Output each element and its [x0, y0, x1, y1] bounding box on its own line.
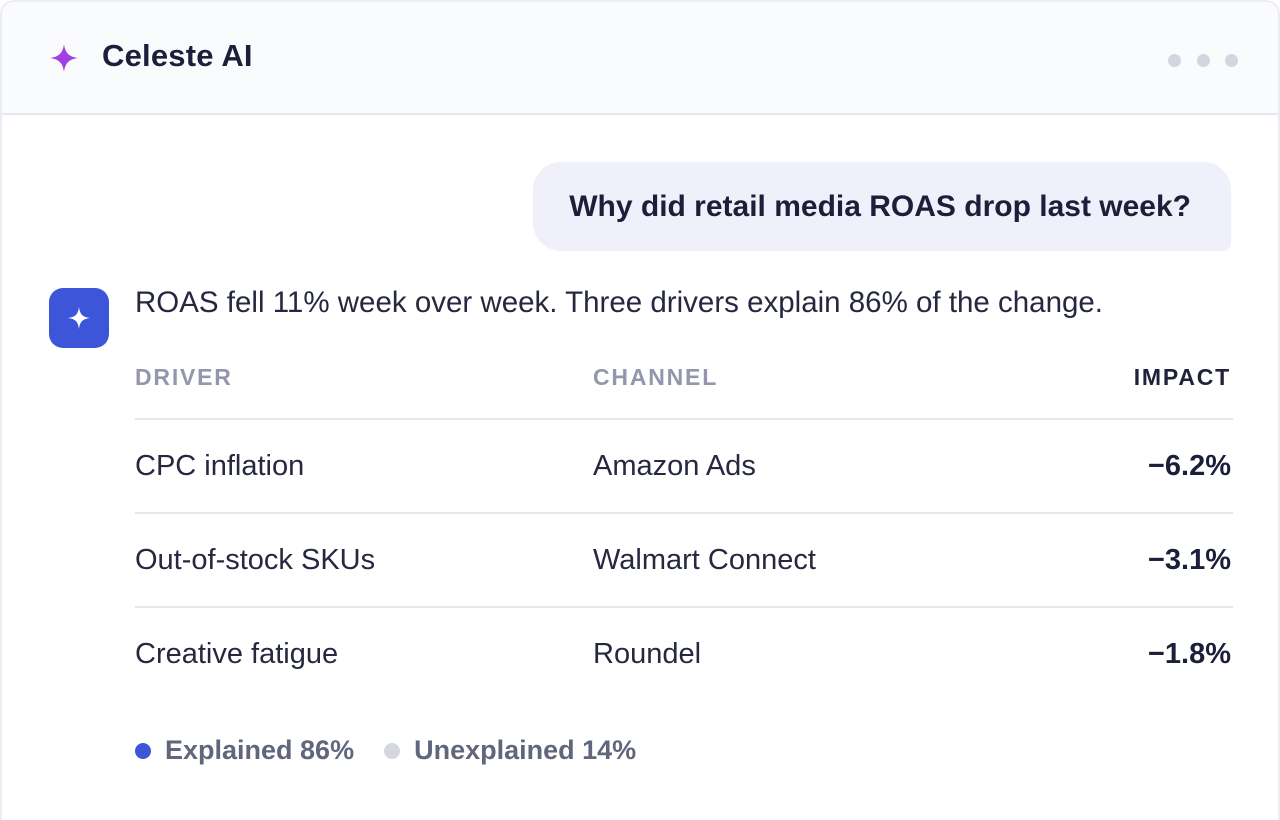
column-header-channel: CHANNEL: [593, 364, 719, 390]
table-row: Out-of-stock SKUs Walmart Connect −3.1%: [135, 514, 1233, 608]
more-dot-icon: [1168, 53, 1181, 67]
assistant-avatar: [49, 288, 109, 348]
user-message-bubble: Why did retail media ROAS drop last week…: [533, 162, 1231, 251]
legend-item-unexplained: Unexplained 14%: [384, 735, 636, 766]
table-row: Creative fatigue Roundel −1.8%: [135, 608, 1233, 702]
impact-cell: −3.1%: [1147, 544, 1231, 576]
more-dot-icon: [1196, 53, 1210, 67]
column-header-impact: IMPACT: [1133, 364, 1231, 390]
legend-item-explained: Explained 86%: [135, 735, 354, 766]
table-row: CPC inflation Amazon Ads −6.2%: [135, 420, 1233, 514]
impact-cell: −6.2%: [1147, 450, 1231, 482]
channel-cell: Roundel: [593, 638, 702, 670]
app-title: Celeste AI: [102, 38, 253, 73]
sparkle-icon: [50, 44, 78, 72]
more-options-button[interactable]: [1168, 50, 1238, 70]
legend-label: Explained 86%: [165, 735, 355, 765]
driver-cell: Out-of-stock SKUs: [135, 544, 376, 576]
column-header-driver: DRIVER: [135, 364, 233, 390]
driver-cell: Creative fatigue: [135, 638, 339, 670]
explained-legend: Explained 86% Unexplained 14%: [135, 735, 636, 766]
channel-cell: Walmart Connect: [593, 544, 816, 576]
legend-dot-icon: [135, 742, 151, 759]
more-dot-icon: [1225, 53, 1238, 67]
user-message-text: Why did retail media ROAS drop last week…: [569, 189, 1191, 223]
legend-dot-icon: [384, 742, 401, 759]
impact-cell: −1.8%: [1147, 638, 1231, 670]
channel-cell: Amazon Ads: [593, 450, 756, 482]
legend-label: Unexplained 14%: [414, 735, 637, 765]
sparkle-icon: [68, 307, 90, 329]
driver-cell: CPC inflation: [135, 450, 305, 482]
table-header: DRIVER CHANNEL IMPACT: [135, 352, 1233, 420]
drivers-table: DRIVER CHANNEL IMPACT CPC inflation Amaz…: [135, 352, 1233, 702]
assistant-summary: ROAS fell 11% week over week. Three driv…: [135, 286, 1103, 319]
chat-header: Celeste AI: [2, 2, 1278, 115]
